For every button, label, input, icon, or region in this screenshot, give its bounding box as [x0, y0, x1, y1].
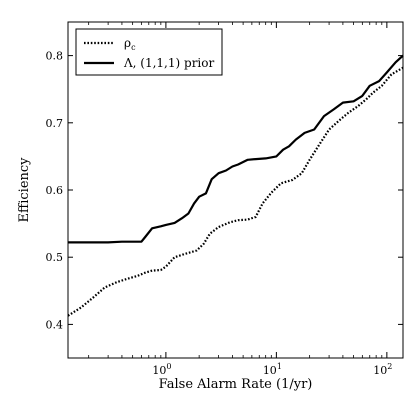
x-tick-label: 102 — [373, 362, 392, 377]
plot-area — [67, 54, 404, 317]
axis-ticks: 0.4 0.5 0.6 0.7 0.8 100 101 102 — [46, 22, 403, 377]
x-axis-label: False Alarm Rate (1/yr) — [159, 377, 313, 392]
legend-label-1: ρc — [124, 36, 136, 52]
y-axis-label: Efficiency — [17, 157, 32, 223]
series-line-2 — [68, 54, 404, 244]
legend-label-2: Λ, (1,1,1) prior — [123, 56, 214, 70]
x-tick-label: 100 — [152, 362, 171, 377]
legend-box — [75, 28, 223, 76]
series-line-1 — [67, 66, 404, 317]
y-tick-label: 0.5 — [46, 251, 64, 264]
legend: ρc Λ, (1,1,1) prior — [75, 28, 223, 76]
x-tick-label: 101 — [263, 362, 282, 377]
y-tick-label: 0.7 — [46, 117, 64, 130]
y-tick-label: 0.6 — [46, 184, 64, 197]
y-tick-label: 0.4 — [46, 318, 64, 331]
y-tick-label: 0.8 — [46, 50, 64, 63]
